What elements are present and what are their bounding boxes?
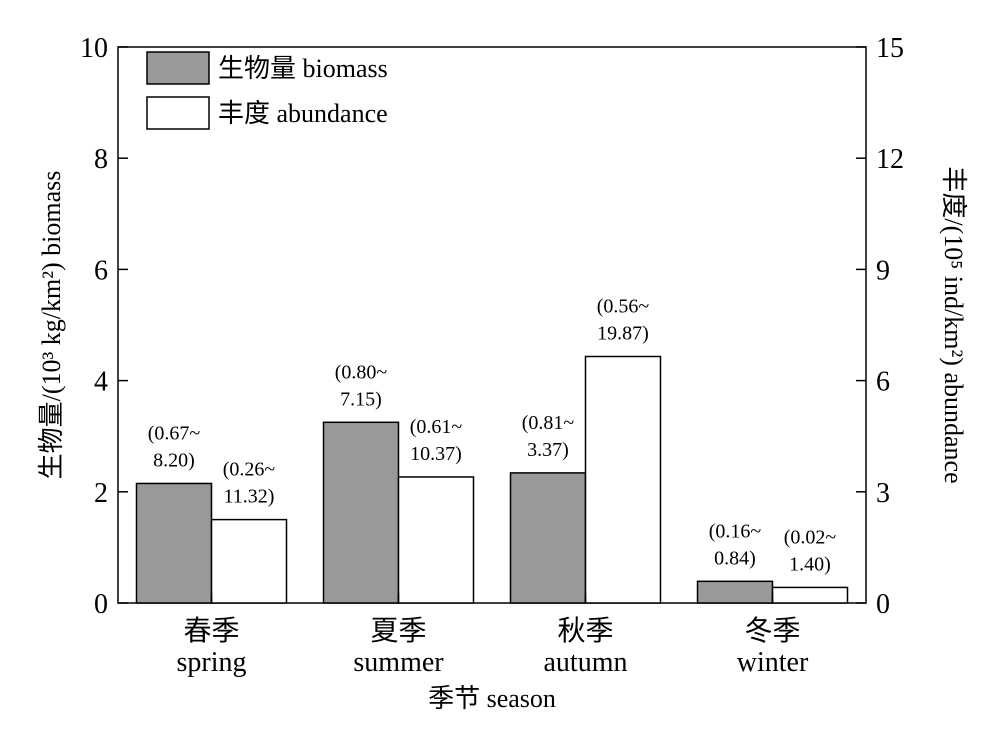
legend-label-abundance: 丰度 abundance [218,99,388,128]
bar-biomass-spring [135,482,213,604]
bars-group [135,355,849,604]
category-label-zh: 冬季 [744,615,800,647]
bar-abundance-winter [771,586,849,604]
bar-biomass-winter [696,580,774,604]
right-axis: 0 3 6 9 12 15 [856,33,904,620]
bar-abundance-spring [210,518,288,604]
right-tick-label: 15 [876,33,904,64]
range-label-biomass-summer-max: 7.15) [340,388,382,410]
category-label-zh: 夏季 [370,615,426,647]
range-label-abundance-winter-max: 1.40) [789,553,831,575]
range-label-biomass-winter-min: (0.16~ [709,520,762,542]
y-axis-title-left: 生物量/(10³ kg/km²) biomass [37,171,66,480]
range-label-biomass-autumn-min: (0.81~ [522,412,575,434]
range-label-biomass-spring-min: (0.67~ [148,422,201,444]
left-tick-label: 6 [94,255,108,286]
bar-abundance-autumn [584,355,662,604]
range-label-abundance-spring-min: (0.26~ [223,459,276,481]
category-label-en: winter [737,647,809,678]
bar-abundance-summer [397,476,475,604]
right-tick-label: 3 [876,478,890,509]
category-label-en: autumn [544,647,628,678]
category-label-en: spring [177,647,247,678]
right-tick-label: 9 [876,255,890,286]
range-label-abundance-spring-max: 11.32) [224,486,275,508]
plot-frame [117,46,867,604]
range-label-biomass-winter-max: 0.84) [714,547,756,569]
left-tick-label: 2 [94,478,108,509]
bar-biomass-autumn [509,472,587,604]
range-label-abundance-summer-max: 10.37) [410,443,462,465]
category-label-zh: 秋季 [557,615,613,647]
range-label-biomass-autumn-max: 3.37) [527,439,569,461]
left-tick-label: 8 [94,144,108,175]
left-tick-label: 4 [94,367,108,398]
data-labels-group: (0.67~ 8.20) (0.26~ 11.32) (0.80~ 7.15) (0.61~… [148,296,837,576]
category-label-en: summer [353,647,444,678]
legend-swatch-biomass [146,51,210,85]
range-label-abundance-summer-min: (0.61~ [410,416,463,438]
left-tick-label: 0 [94,589,108,620]
range-label-biomass-summer-min: (0.80~ [335,361,388,383]
legend: 生物量 biomass 丰度 abundance [146,51,388,130]
legend-swatch-abundance [146,96,210,130]
right-tick-label: 0 [876,589,890,620]
legend-label-biomass: 生物量 biomass [218,54,388,83]
range-label-abundance-winter-min: (0.02~ [784,526,837,548]
bar-biomass-summer [322,421,400,604]
left-axis: 0 2 4 6 8 10 [80,33,128,620]
category-label-zh: 春季 [183,615,239,647]
left-tick-label: 10 [80,33,108,64]
right-tick-label: 12 [876,144,904,175]
right-tick-label: 6 [876,367,890,398]
range-label-abundance-autumn-min: (0.56~ [597,296,650,318]
range-label-biomass-spring-max: 8.20) [153,449,195,471]
x-axis-title: 季节 season [428,684,556,713]
range-label-abundance-autumn-max: 19.87) [597,323,649,345]
y-axis-title-right: 丰度/(10⁵ ind/km²) abundance [939,166,968,483]
